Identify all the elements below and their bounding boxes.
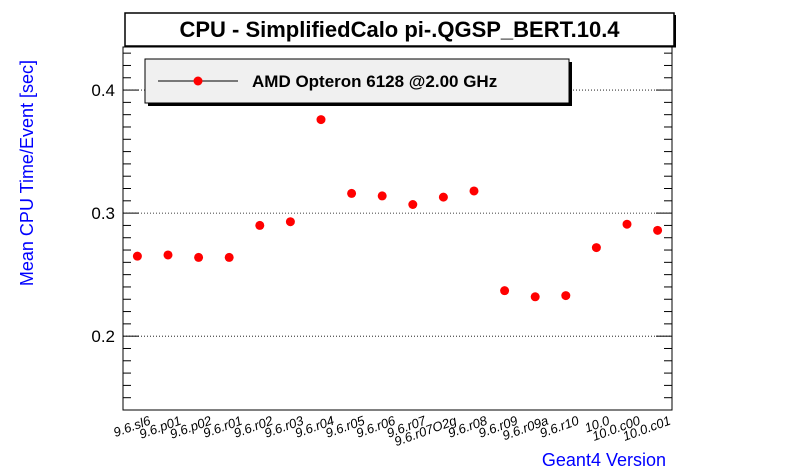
data-point: [591, 243, 601, 253]
data-point: [224, 252, 234, 262]
data-point: [469, 186, 479, 196]
data-point: [530, 292, 540, 302]
data-point: [194, 252, 204, 262]
y-axis-ticks: 0.2 0.3 0.4: [91, 52, 672, 399]
legend: AMD Opteron 6128 @2.00 GHz: [144, 58, 572, 106]
data-point: [622, 219, 632, 229]
data-point: [285, 217, 295, 227]
data-point: [377, 191, 387, 201]
y-tick-label: 0.4: [91, 81, 115, 100]
data-point: [438, 192, 448, 202]
data-point: [163, 250, 173, 260]
x-axis-title: Geant4 Version: [542, 450, 666, 470]
data-point: [653, 225, 663, 235]
title-box: [124, 12, 675, 47]
chart-title: CPU - SimplifiedCalo pi-.QGSP_BERT.10.4: [179, 17, 620, 42]
y-tick-label: 0.2: [91, 327, 115, 346]
data-point: [500, 286, 510, 296]
legend-point-marker: [193, 76, 203, 86]
x-axis-ticks: 9.6.sl69.6.p019.6.p029.6.r019.6.r029.6.r…: [111, 412, 672, 449]
data-point: [132, 251, 142, 261]
plot-area: [122, 46, 673, 411]
y-axis-title: Mean CPU Time/Event [sec]: [17, 60, 37, 286]
data-point: [347, 188, 357, 198]
y-tick-label: 0.3: [91, 204, 115, 223]
data-point: [316, 115, 326, 125]
data-point: [561, 291, 571, 301]
data-point: [255, 220, 265, 230]
data-points: [132, 115, 663, 302]
legend-entry-label: AMD Opteron 6128 @2.00 GHz: [252, 72, 497, 91]
data-point: [408, 200, 418, 210]
